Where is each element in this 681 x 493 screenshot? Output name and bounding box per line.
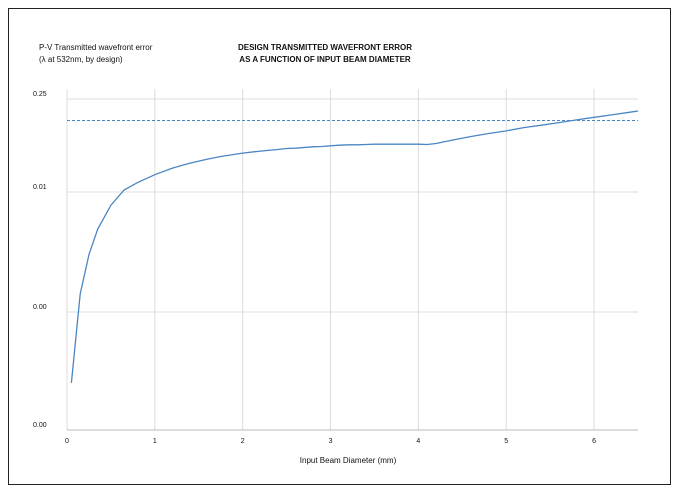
x-tick-label: 3: [329, 438, 333, 445]
chart-title-line-1: DESIGN TRANSMITTED WAVEFRONT ERROR: [238, 43, 412, 52]
y-axis-label-line-2: (λ at 532nm, by design): [39, 55, 123, 64]
chart-svg: P-V Transmitted wavefront error (λ at 53…: [33, 43, 639, 465]
y-axis-label-line-1: P-V Transmitted wavefront error: [39, 43, 153, 52]
y-tick-label: 0.00: [33, 422, 47, 429]
chart-frame: P-V Transmitted wavefront error (λ at 53…: [8, 8, 671, 485]
grid: [66, 89, 638, 431]
x-tick-label: 4: [416, 438, 420, 445]
x-tick-label: 6: [592, 438, 596, 445]
x-tick-label: 2: [241, 438, 245, 445]
x-tick-label: 0: [65, 438, 69, 445]
y-tick-label: 0.01: [33, 184, 47, 191]
axis-ticks: 0.00 0.00 0.01 0.25 0 1 2 3 4 5 6: [33, 91, 596, 445]
y-tick-label: 0.00: [33, 304, 47, 311]
chart-title-line-2: AS A FUNCTION OF INPUT BEAM DIAMETER: [239, 55, 411, 64]
y-tick-label: 0.25: [33, 91, 47, 98]
series-line: [70, 110, 639, 383]
x-axis-label: Input Beam Diameter (mm): [300, 456, 397, 465]
x-tick-label: 1: [153, 438, 157, 445]
x-tick-label: 5: [504, 438, 508, 445]
